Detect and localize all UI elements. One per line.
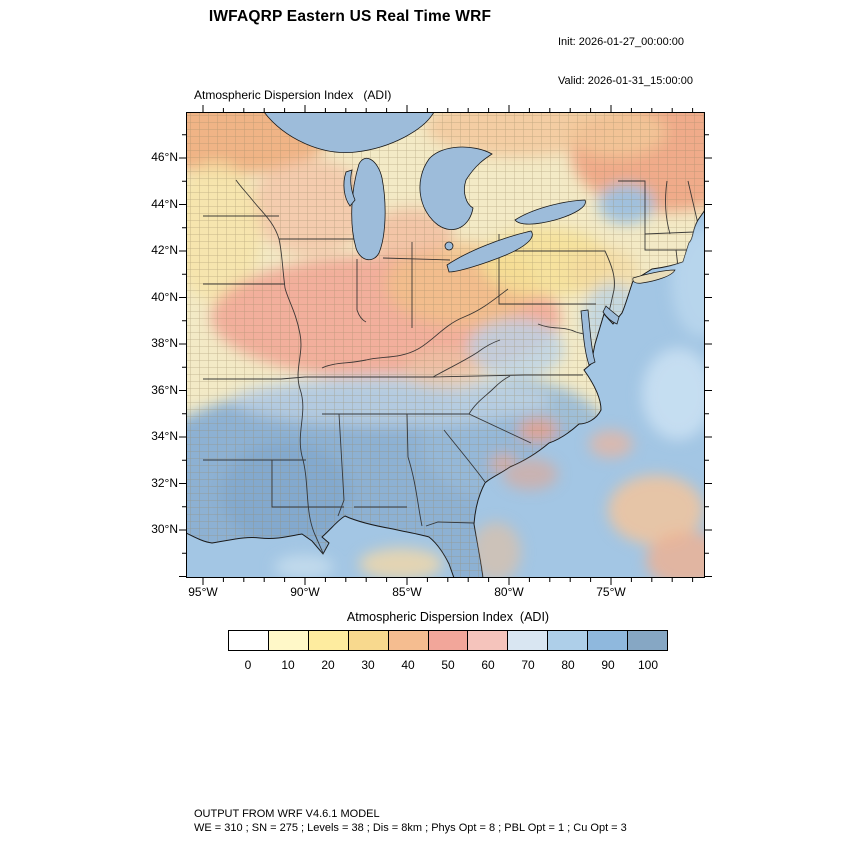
colorbar-cell — [468, 631, 509, 650]
colorbar-tick-label: 80 — [561, 658, 575, 672]
lon-tick-label: 75°W — [596, 585, 626, 599]
lake-michigan — [351, 158, 386, 261]
footer: OUTPUT FROM WRF V4.6.1 MODEL WE = 310 ; … — [194, 808, 627, 835]
colorbar-tick-label: 10 — [281, 658, 295, 672]
colorbar-cell — [628, 631, 667, 650]
init-time: Init: 2026-01-27_00:00:00 — [558, 36, 684, 48]
colorbar-cell — [388, 631, 429, 650]
colorbar-cell — [508, 631, 549, 650]
colorbar-cell — [229, 631, 269, 650]
adi-field — [186, 112, 705, 578]
init-valid-block: Init: 2026-01-27_00:00:00 Valid: 2026-01… — [558, 10, 693, 114]
colorbar-cell — [308, 631, 349, 650]
lake-st-clair — [444, 241, 454, 251]
state-borders — [203, 179, 699, 554]
plot-title: IWFAQRP Eastern US Real Time WRF — [208, 8, 492, 25]
colorbar-cell — [428, 631, 469, 650]
lon-tick-label: 80°W — [494, 585, 524, 599]
delaware-bay — [602, 305, 620, 325]
great-lakes — [263, 112, 620, 366]
lake-huron — [419, 146, 493, 230]
colorbar-tick-label: 20 — [321, 658, 335, 672]
lat-tick-label: 32°N — [151, 475, 178, 490]
lat-tick-label: 34°N — [151, 429, 178, 443]
lake-erie — [446, 230, 533, 273]
ocean-adi-patches — [274, 227, 705, 578]
colorbar-tick-label: 70 — [521, 658, 535, 672]
lat-tick-label: 44°N — [151, 196, 178, 211]
footer-line2: WE = 310 ; SN = 275 ; Levels = 38 ; Dis … — [194, 821, 627, 834]
map-panel-title: Atmospheric Dispersion Index (ADI) — [194, 88, 392, 102]
long-island — [632, 269, 676, 284]
lat-tick-label: 46°N — [151, 150, 178, 164]
colorbar-cell — [268, 631, 309, 650]
valid-time: Valid: 2026-01-31_15:00:00 — [558, 75, 693, 87]
lake-ontario — [514, 199, 586, 225]
colorbar-tick-label: 30 — [361, 658, 375, 672]
chesapeake-bay — [580, 309, 596, 366]
colorbar-tick-label: 0 — [244, 658, 252, 672]
colorbar-tick-label: 40 — [401, 658, 415, 672]
lon-tick-label: 90°W — [290, 585, 320, 599]
colorbar-tick-label: 60 — [481, 658, 495, 672]
colorbar-cell — [588, 631, 629, 650]
green-bay — [343, 169, 356, 207]
colorbar — [228, 630, 668, 651]
lat-tick-label: 40°N — [151, 289, 178, 304]
lat-tick-label: 36°N — [151, 382, 178, 397]
colorbar-cell — [548, 631, 589, 650]
colorbar-tick-label: 50 — [441, 658, 455, 672]
axis-ticks — [179, 105, 712, 585]
adi-map — [179, 105, 712, 585]
lon-tick-label: 95°W — [188, 585, 218, 599]
lat-tick-label: 38°N — [151, 336, 178, 350]
colorbar-cell — [348, 631, 389, 650]
colorbar-tick-label: 100 — [637, 658, 659, 672]
map-frame — [186, 112, 705, 578]
map-canvas — [179, 105, 712, 585]
lat-tick-label: 30°N — [151, 522, 178, 536]
lat-tick-label: 42°N — [151, 243, 178, 257]
lake-superior — [263, 112, 435, 153]
colorbar-tick-label: 90 — [601, 658, 615, 672]
footer-line1: OUTPUT FROM WRF V4.6.1 MODEL — [194, 808, 380, 820]
colorbar-title: Atmospheric Dispersion Index (ADI) — [346, 610, 550, 624]
lon-tick-label: 85°W — [392, 585, 422, 599]
